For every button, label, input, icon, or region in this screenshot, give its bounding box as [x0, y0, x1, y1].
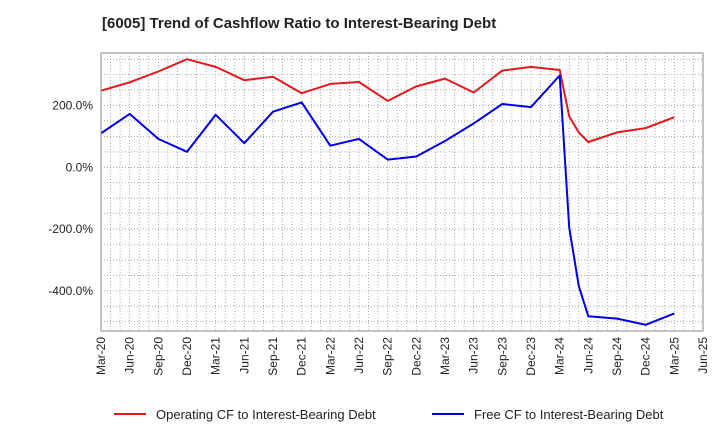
operating-cf-line	[100, 58, 675, 143]
x-tick-label: Dec-23	[524, 337, 538, 376]
x-tick-label: Sep-21	[266, 337, 280, 376]
x-tick-label: Sep-23	[495, 337, 509, 376]
plot-frame	[100, 52, 704, 332]
y-tick-labels: -400.0% -200.0% 0.0% 200.0%	[48, 99, 93, 298]
x-tick-label: Mar-21	[209, 337, 223, 375]
x-tick-label: Jun-24	[581, 337, 595, 374]
x-tick-label: Mar-25	[667, 337, 681, 375]
chart-title: [6005] Trend of Cashflow Ratio to Intere…	[102, 15, 497, 32]
x-tick-label: Jun-20	[123, 337, 137, 374]
x-tick-label: Dec-22	[409, 337, 423, 376]
x-tick-label: Dec-20	[180, 337, 194, 376]
x-tick-label: Sep-24	[610, 337, 624, 376]
y-tick-label: -200.0%	[48, 222, 93, 236]
x-tick-label: Dec-24	[639, 337, 653, 376]
x-tick-labels: Mar-20 Jun-20 Sep-20 Dec-20 Mar-21 Jun-21 Sep-…	[94, 337, 710, 376]
x-tick-label: Mar-24	[553, 337, 567, 375]
free-cf-line	[100, 74, 675, 326]
x-tick-label: Jun-25	[696, 337, 710, 374]
x-tick-label: Mar-20	[94, 337, 108, 375]
legend-label-operating-cf: Operating CF to Interest-Bearing Debt	[156, 407, 376, 422]
y-tick-label: 200.0%	[52, 99, 93, 113]
x-tick-label: Sep-22	[381, 337, 395, 376]
x-tick-label: Sep-20	[151, 337, 165, 376]
series-lines	[100, 58, 675, 326]
x-tick-label: Jun-23	[467, 337, 481, 374]
grid-lines	[101, 53, 703, 331]
x-tick-label: Jun-21	[237, 337, 251, 374]
x-tick-label: Dec-21	[295, 337, 309, 376]
x-tick-label: Mar-22	[323, 337, 337, 375]
y-tick-label: 0.0%	[66, 160, 94, 174]
legend: Operating CF to Interest-Bearing Debt Fre…	[114, 407, 664, 422]
x-tick-label: Jun-22	[352, 337, 366, 374]
y-tick-label: -400.0%	[48, 284, 93, 298]
x-tick-label: Mar-23	[438, 337, 452, 375]
legend-label-free-cf: Free CF to Interest-Bearing Debt	[474, 407, 664, 422]
